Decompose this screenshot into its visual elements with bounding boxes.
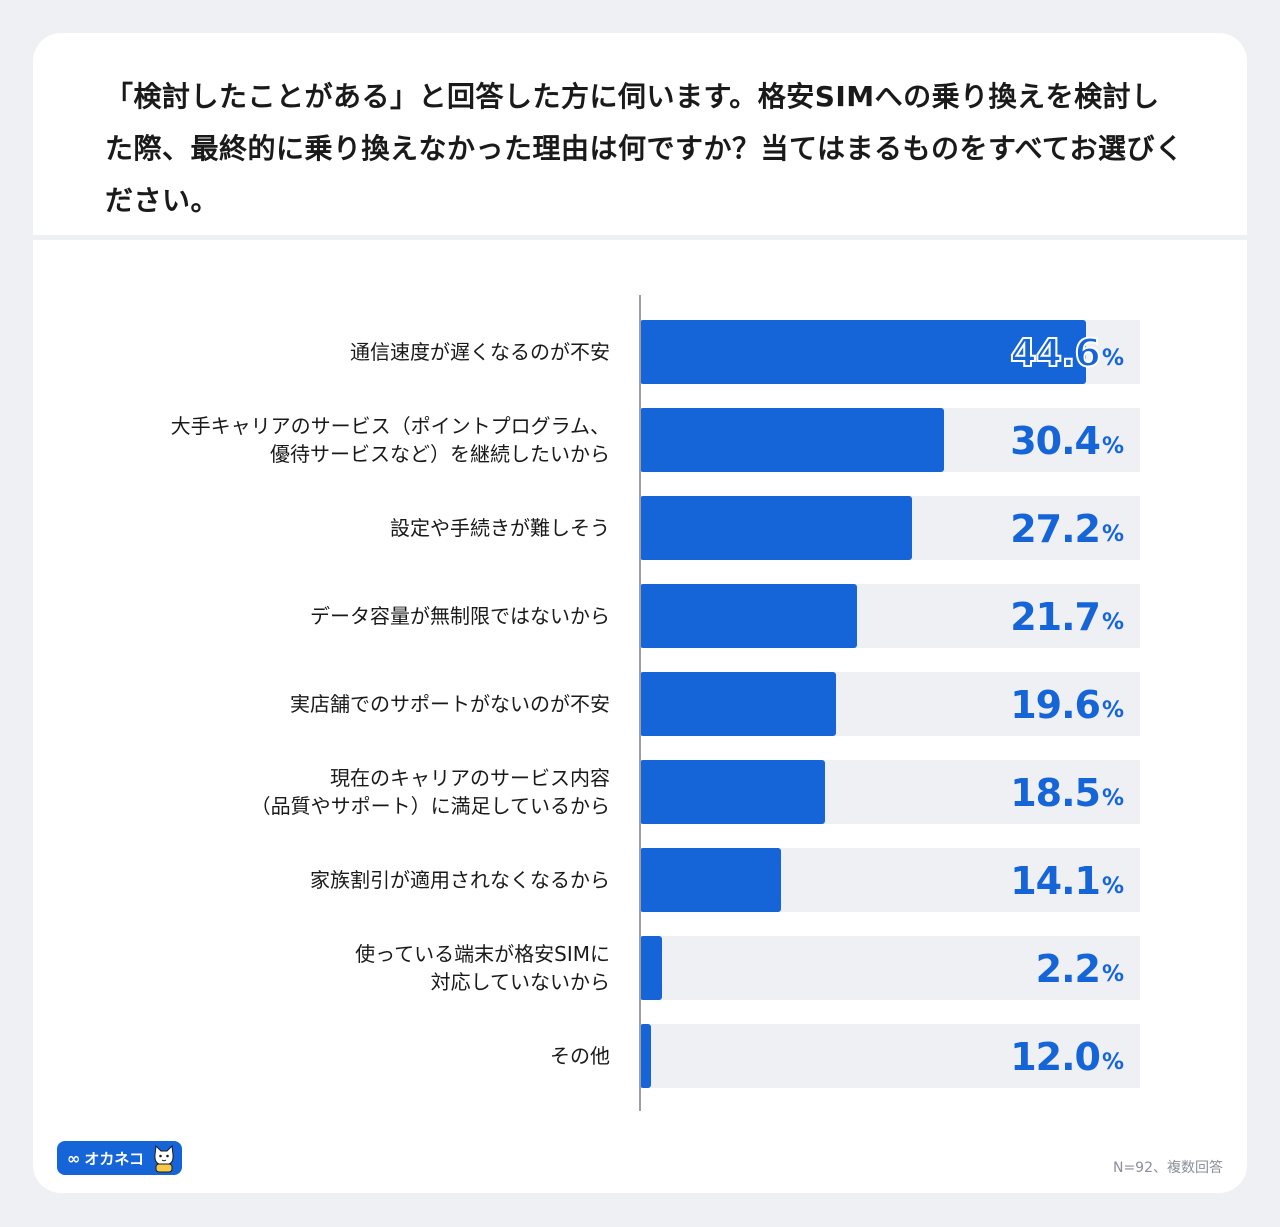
value-unit: % [1102,1050,1124,1075]
value-unit: % [1102,786,1124,811]
category-label: （品質やサポート）に満足しているから [251,794,610,818]
sample-note: N=92、複数回答 [1112,1160,1223,1176]
cat-mascot-icon [154,1144,174,1173]
bar [640,584,857,648]
category-label: 家族割引が適用されなくなるから [310,868,610,892]
bar [640,936,662,1000]
value-label: 2.2 [1036,947,1100,991]
bar [640,408,944,472]
chart-card: 「検討したことがある」と回答した方に伺います。格安SIMへの乗り換えを検討した際… [33,33,1247,1193]
bar [640,848,781,912]
bar [640,496,912,560]
value-unit: % [1102,346,1124,371]
value-unit: % [1102,874,1124,899]
bar [640,760,825,824]
value-label: 18.5 [1010,771,1100,815]
chart-title: 「検討したことがある」と回答した方に伺います。格安SIMへの乗り換えを検討した際… [105,80,1184,217]
bar-track [640,936,1140,1000]
logo-text: オカネコ [84,1149,145,1168]
value-label: 12.0 [1010,1035,1100,1079]
okaneko-logo: ∞ オカネコ [57,1141,183,1175]
category-label: 対応していないから [431,970,610,994]
category-label: データ容量が無制限ではないから [310,604,610,628]
value-label: 44.6 [1010,331,1100,375]
bar [640,320,1086,384]
value-unit: % [1102,962,1124,987]
category-label: 設定や手続きが難しそう [390,516,610,540]
category-label: 優待サービスなど）を継続したいから [270,442,610,466]
value-label: 21.7 [1010,595,1100,639]
bar-chart: 通信速度が遅くなるのが不安 %44.6大手キャリアのサービス（ポイントプログラム、… [171,295,1140,1111]
value-unit: % [1102,610,1124,635]
value-unit: % [1102,522,1124,547]
title-divider [33,235,1247,240]
infinity-icon: ∞ [67,1148,81,1168]
value-label: 30.4 [1010,419,1100,463]
category-label: 現在のキャリアのサービス内容 [330,766,610,790]
bar-track [640,1024,1140,1088]
value-label: 27.2 [1010,507,1100,551]
value-label: 19.6 [1010,683,1100,727]
value-label: 14.1 [1010,859,1100,903]
bar [640,672,836,736]
value-unit: % [1102,434,1124,459]
category-label: 大手キャリアのサービス（ポイントプログラム、 [171,414,610,438]
category-label: 通信速度が遅くなるのが不安 [350,340,610,364]
category-label: その他 [550,1044,610,1068]
bar [640,1024,651,1088]
category-label: 使っている端末が格安SIMに [355,942,610,966]
category-label: 実店舗でのサポートがないのが不安 [290,692,610,716]
value-unit: % [1102,698,1124,723]
